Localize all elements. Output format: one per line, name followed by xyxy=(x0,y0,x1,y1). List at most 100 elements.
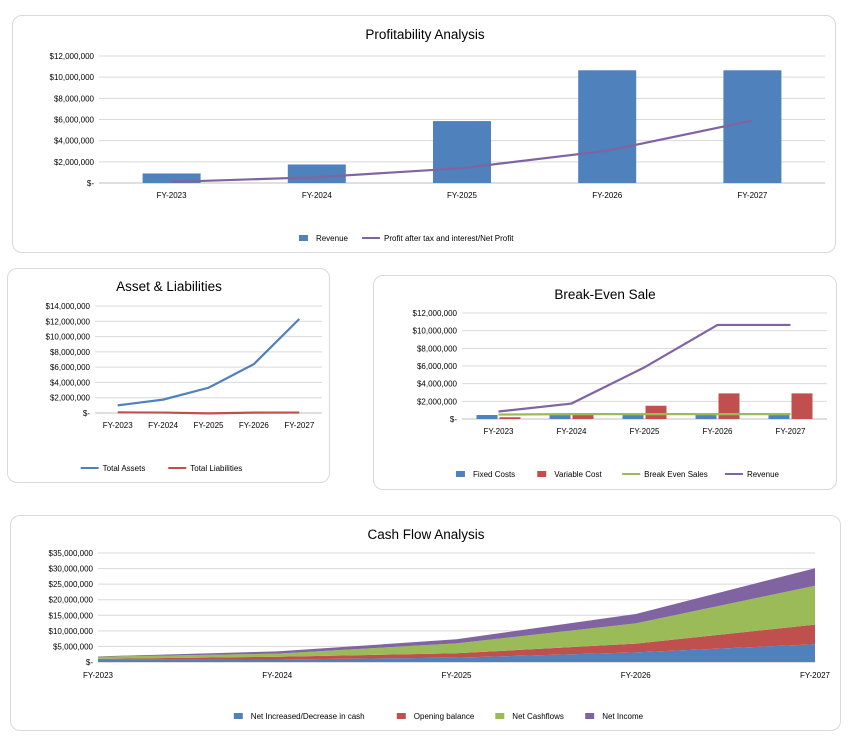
legend-swatch xyxy=(455,471,465,477)
y-tick-label: $25,000,000 xyxy=(49,580,94,589)
x-tick-label: FY-2026 xyxy=(592,191,623,200)
x-tick-label: FY-2027 xyxy=(776,427,807,436)
legend-swatch xyxy=(396,713,406,719)
x-tick-label: FY-2025 xyxy=(447,191,478,200)
y-tick-label: $6,000,000 xyxy=(54,116,95,125)
asset-liabilities-chart: Asset & Liabilities $- $2,000,000 $4,000,0… xyxy=(46,279,322,473)
y-tick-label: $- xyxy=(83,409,90,418)
y-tick-label: $15,000,000 xyxy=(49,611,94,620)
x-tick-label: FY-2025 xyxy=(442,671,473,680)
chart-title: Asset & Liabilities xyxy=(116,279,222,294)
cashflow-area-4 xyxy=(98,568,815,657)
y-tick-label: $8,000,000 xyxy=(50,348,91,357)
revenue-bar xyxy=(433,121,491,183)
cash-flow-panel: Cash Flow Analysis $- $5,000,000 $10,000,0… xyxy=(10,515,841,731)
y-tick-label: $- xyxy=(86,658,93,667)
y-tick-label: $12,000,000 xyxy=(50,52,95,61)
cashflow-area-1 xyxy=(98,644,815,662)
legend-label: Total Liabilities xyxy=(190,464,242,473)
total-assets-line xyxy=(117,318,301,407)
y-tick-label: $2,000,000 xyxy=(417,397,458,406)
revenue-line xyxy=(498,323,791,413)
y-tick-label: $10,000,000 xyxy=(46,333,91,342)
y-tick-label: $8,000,000 xyxy=(417,344,458,353)
y-tick-label: $6,000,000 xyxy=(417,362,458,371)
legend-swatch xyxy=(495,713,505,719)
variable-cost-bar xyxy=(645,405,667,419)
break-even-chart: Break-Even Sale $- $2,000,000 $4,000,000 $6… xyxy=(413,287,827,479)
x-tick-label: FY-2026 xyxy=(703,427,734,436)
x-tick-label: FY-2024 xyxy=(557,427,588,436)
y-tick-label: $4,000,000 xyxy=(417,380,458,389)
x-tick-label: FY-2026 xyxy=(239,421,270,430)
y-tick-label: $2,000,000 xyxy=(50,394,91,403)
variable-cost-bar xyxy=(572,415,594,419)
x-tick-label: FY-2025 xyxy=(630,427,661,436)
y-tick-label: $- xyxy=(87,179,94,188)
revenue-bar xyxy=(578,70,637,183)
chart-title: Profitability Analysis xyxy=(365,27,485,42)
profitability-analysis-chart: Profitability Analysis $- $2,000,000 $4,00… xyxy=(50,27,825,243)
y-tick-label: $12,000,000 xyxy=(46,317,91,326)
legend-label: Net Income xyxy=(602,712,643,721)
y-tick-label: $4,000,000 xyxy=(54,137,95,146)
x-tick-label: FY-2027 xyxy=(284,421,315,430)
y-tick-label: $14,000,000 xyxy=(46,302,91,311)
y-tick-label: $30,000,000 xyxy=(49,565,94,574)
legend-label: Net Increased/Decrease in cash xyxy=(251,712,365,721)
x-tick-label: FY-2025 xyxy=(194,421,225,430)
legend-label: Revenue xyxy=(316,234,349,243)
x-tick-label: FY-2023 xyxy=(83,671,114,680)
y-tick-label: $20,000,000 xyxy=(49,596,94,605)
y-tick-label: $5,000,000 xyxy=(53,642,94,651)
legend-label: Opening balance xyxy=(414,712,475,721)
legend-label: Revenue xyxy=(747,470,780,479)
cash-flow-chart: Cash Flow Analysis $- $5,000,000 $10,000,0… xyxy=(49,527,831,721)
legend-swatch xyxy=(233,713,243,719)
legend-swatch xyxy=(298,235,308,241)
legend-swatch xyxy=(585,713,595,719)
x-tick-label: FY-2026 xyxy=(621,671,652,680)
chart-title: Break-Even Sale xyxy=(554,287,655,302)
legend-label: Net Cashflows xyxy=(512,712,564,721)
fixed-costs-bar xyxy=(695,415,717,419)
fixed-costs-bar xyxy=(622,415,644,419)
x-tick-label: FY-2023 xyxy=(157,191,188,200)
variable-cost-bar xyxy=(718,393,740,419)
revenue-bar xyxy=(287,164,346,183)
y-tick-label: $35,000,000 xyxy=(49,549,94,558)
net-profit-line xyxy=(171,119,753,184)
y-tick-label: $6,000,000 xyxy=(50,363,91,372)
y-tick-label: $10,000,000 xyxy=(49,627,94,636)
legend-swatch xyxy=(537,471,547,477)
total-liabilities-line xyxy=(117,411,300,415)
legend-label: Profit after tax and interest/Net Profit xyxy=(384,234,514,243)
fixed-costs-bar xyxy=(476,415,498,419)
chart-title: Cash Flow Analysis xyxy=(367,527,484,542)
profitability-analysis-panel: Profitability Analysis $- $2,000,000 $4,00… xyxy=(12,15,836,253)
revenue-bar xyxy=(723,70,782,183)
y-tick-label: $8,000,000 xyxy=(54,94,95,103)
x-tick-label: FY-2024 xyxy=(148,421,179,430)
x-tick-label: FY-2027 xyxy=(800,671,831,680)
x-tick-label: FY-2027 xyxy=(737,191,768,200)
y-tick-label: $4,000,000 xyxy=(50,378,91,387)
legend-label: Fixed Costs xyxy=(473,470,515,479)
x-tick-label: FY-2023 xyxy=(484,427,515,436)
variable-cost-bar xyxy=(499,417,521,419)
revenue-bar xyxy=(142,173,201,183)
break-even-panel: Break-Even Sale $- $2,000,000 $4,000,000 $6… xyxy=(373,275,837,490)
x-tick-label: FY-2024 xyxy=(302,191,333,200)
y-tick-label: $2,000,000 xyxy=(54,158,95,167)
legend-label: Total Assets xyxy=(103,464,146,473)
cashflow-area-3 xyxy=(98,585,815,659)
fixed-costs-bar xyxy=(768,415,790,419)
cashflow-area-2 xyxy=(98,624,815,660)
x-tick-label: FY-2023 xyxy=(103,421,134,430)
y-tick-label: $10,000,000 xyxy=(50,73,95,82)
legend-label: Variable Cost xyxy=(554,470,602,479)
y-tick-label: $10,000,000 xyxy=(413,327,458,336)
asset-liabilities-panel: Asset & Liabilities $- $2,000,000 $4,000,0… xyxy=(7,268,330,483)
y-tick-label: $12,000,000 xyxy=(413,309,458,318)
fixed-costs-bar xyxy=(549,415,571,419)
